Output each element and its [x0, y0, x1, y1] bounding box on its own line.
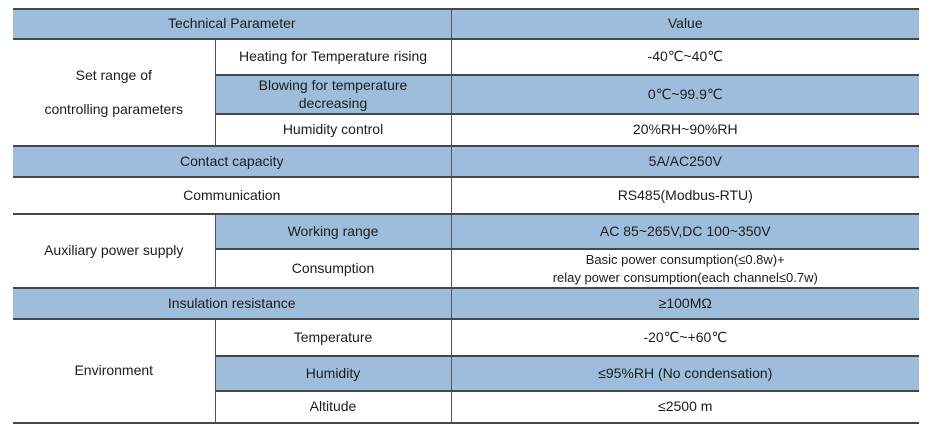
cell-consumption-value: Basic power consumption(≤0.8w)+ relay po…: [450, 247, 920, 290]
row-heating: Set range of controlling parameters Heat…: [12, 38, 920, 147]
cell-contact-capacity-param: Contact capacity: [12, 145, 452, 178]
header-value: Value: [450, 8, 920, 40]
group-set-range: Set range of controlling parameters: [12, 38, 216, 147]
row-blowing: Blowing for temperature decreasing 0℃~99…: [13, 74, 920, 115]
cell-humidity-control-value: 20%RH~90%RH: [450, 113, 920, 147]
cell-altitude-value: ≤2500 m: [450, 390, 920, 425]
group-auxiliary-power: Auxiliary power supply: [12, 212, 216, 290]
cell-heating-param: Heating for Temperature rising: [214, 38, 452, 76]
technical-parameter-table: Technical Parameter Value Set range of c…: [12, 8, 920, 425]
cell-heating-value: -40℃~40℃: [450, 38, 920, 76]
cell-insulation-param: Insulation resistance: [12, 287, 452, 321]
header-technical-parameter: Technical Parameter: [12, 8, 452, 40]
row-working-range: Auxiliary power supply Working range AC …: [12, 212, 920, 290]
row-humidity-control: Humidity control 20%RH~90%RH: [13, 113, 920, 147]
cell-temperature-value: -20℃~+60℃: [450, 318, 920, 358]
cell-blowing-param: Blowing for temperature decreasing: [214, 74, 452, 115]
cell-insulation-value: ≥100MΩ: [450, 287, 920, 321]
row-consumption: Consumption Basic power consumption(≤0.8…: [13, 247, 920, 290]
cell-working-range-param: Working range: [214, 213, 452, 250]
row-temperature: Environment Temperature -20℃~+60℃: [12, 318, 920, 425]
group-set-range-line1: Set range of: [75, 67, 152, 83]
cell-blowing-param-line2: decreasing: [298, 94, 368, 111]
row-insulation-resistance: Insulation resistance ≥100MΩ: [12, 287, 920, 321]
header-row: Technical Parameter Value: [12, 8, 920, 40]
row-altitude: Altitude ≤2500 m: [13, 390, 920, 425]
cell-consumption-value-line2: relay power consumption(each channel≤0.7…: [552, 269, 818, 285]
cell-humidity-control-param: Humidity control: [214, 113, 452, 147]
cell-humidity-param: Humidity: [214, 355, 452, 393]
group-environment: Environment: [12, 318, 216, 425]
row-contact-capacity: Contact capacity 5A/AC250V: [12, 145, 920, 178]
cell-communication-value: RS485(Modbus-RTU): [450, 176, 920, 215]
cell-blowing-value: 0℃~99.9℃: [450, 74, 920, 115]
cell-consumption-value-line1: Basic power consumption(≤0.8w)+: [585, 252, 785, 267]
cell-consumption-param: Consumption: [214, 247, 452, 290]
cell-temperature-param: Temperature: [214, 318, 452, 358]
cell-contact-capacity-value: 5A/AC250V: [450, 145, 920, 178]
cell-blowing-param-line1: Blowing for temperature: [258, 77, 408, 93]
row-humidity: Humidity ≤95%RH (No condensation): [13, 355, 920, 393]
row-communication: Communication RS485(Modbus-RTU): [12, 176, 920, 215]
cell-altitude-param: Altitude: [214, 390, 452, 425]
group-set-range-line2: controlling parameters: [44, 100, 183, 117]
cell-working-range-value: AC 85~265V,DC 100~350V: [450, 213, 920, 250]
cell-communication-param: Communication: [12, 176, 452, 215]
cell-humidity-value: ≤95%RH (No condensation): [450, 355, 920, 393]
